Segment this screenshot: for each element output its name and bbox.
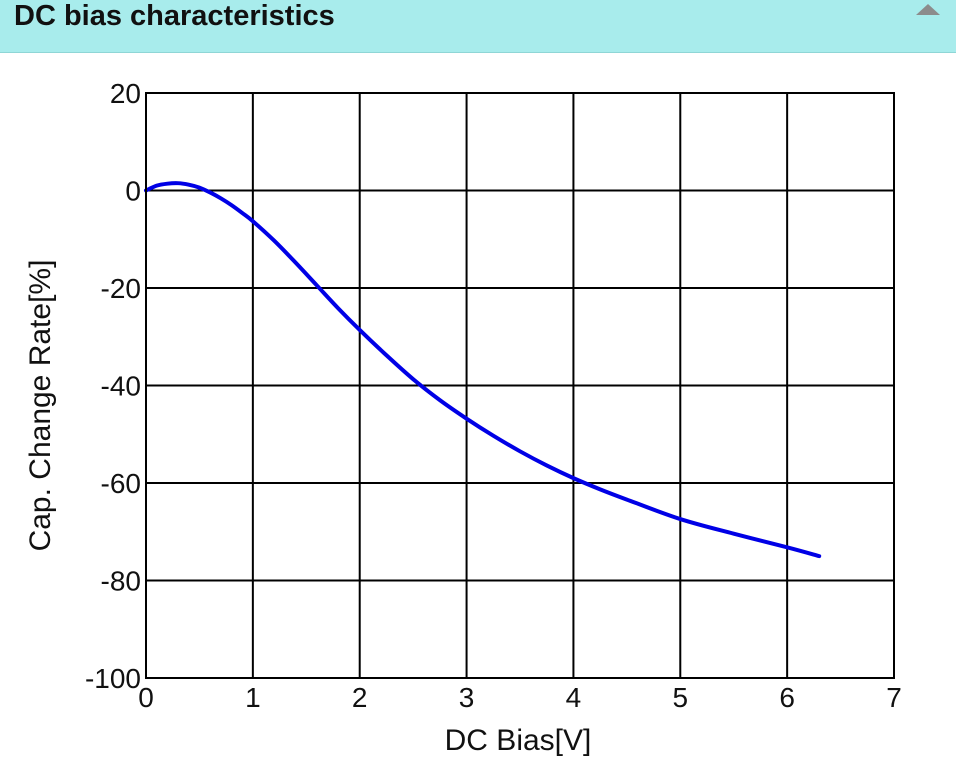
y-tick-label: -40 xyxy=(101,371,141,402)
panel-header: DC bias characteristics xyxy=(0,0,956,53)
x-tick-labels: 0 1 2 3 4 5 6 7 xyxy=(138,682,902,713)
x-tick-label: 2 xyxy=(352,682,368,713)
panel-title: DC bias characteristics xyxy=(14,0,335,32)
x-tick-label: 3 xyxy=(459,682,475,713)
x-tick-label: 5 xyxy=(672,682,688,713)
y-tick-labels: 20 0 -20 -40 -60 -80 -100 xyxy=(85,78,141,694)
series-line xyxy=(144,181,822,559)
series-layer xyxy=(144,181,822,559)
y-tick-label: -80 xyxy=(101,566,141,597)
grid-lines xyxy=(145,92,895,679)
y-tick-label: 0 xyxy=(125,176,141,207)
x-tick-label: 4 xyxy=(566,682,582,713)
x-tick-label: 6 xyxy=(779,682,795,713)
plot-frame xyxy=(145,92,895,679)
x-tick-label: 1 xyxy=(245,682,261,713)
x-tick-label: 0 xyxy=(138,682,154,713)
y-tick-label: -20 xyxy=(101,273,141,304)
y-axis-label: Cap. Change Rate[%] xyxy=(24,260,57,552)
y-tick-label: -60 xyxy=(101,468,141,499)
x-tick-label: 7 xyxy=(886,682,902,713)
caret-up-icon xyxy=(916,4,940,15)
x-axis-label: DC Bias[V] xyxy=(445,724,592,757)
collapse-button[interactable] xyxy=(908,0,948,24)
y-tick-label: -100 xyxy=(85,663,141,694)
y-tick-label: 20 xyxy=(110,78,141,109)
